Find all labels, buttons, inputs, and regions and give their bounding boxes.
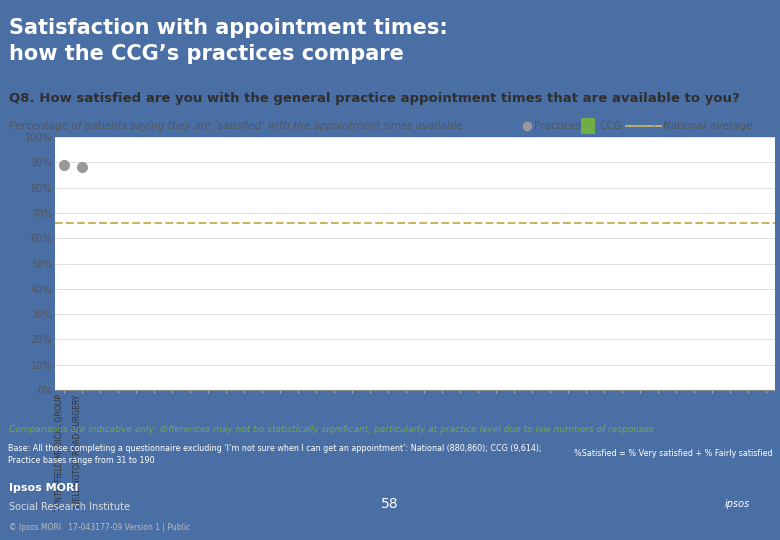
- Text: %Satisfied = % Very satisfied + % Fairly satisfied: %Satisfied = % Very satisfied + % Fairly…: [573, 449, 772, 457]
- Text: National average: National average: [663, 121, 753, 131]
- Text: ipsos: ipsos: [725, 499, 750, 509]
- Text: Social Research Institute: Social Research Institute: [9, 502, 130, 512]
- Text: Percentage of patients saying they are ‘satisfied’ with the appointment times av: Percentage of patients saying they are ‘…: [9, 121, 463, 131]
- Text: Base: All those completing a questionnaire excluding ‘I’m not sure when I can ge: Base: All those completing a questionnai…: [8, 444, 541, 453]
- Text: Q8. How satisfied are you with the general practice appointment times that are a: Q8. How satisfied are you with the gener…: [9, 92, 740, 105]
- Text: © Ipsos MORI   17-043177-09 Version 1 | Public: © Ipsos MORI 17-043177-09 Version 1 | Pu…: [9, 523, 190, 531]
- Text: Practices: Practices: [534, 121, 582, 131]
- Text: 58: 58: [381, 497, 399, 511]
- Bar: [581, 118, 595, 134]
- Text: Comparisons are indicative only: differences may not be statistically significan: Comparisons are indicative only: differe…: [9, 424, 654, 434]
- Text: Ipsos MORI: Ipsos MORI: [9, 483, 79, 493]
- Text: CCG: CCG: [599, 121, 622, 131]
- Text: Practice bases range from 31 to 190: Practice bases range from 31 to 190: [8, 456, 154, 465]
- Text: Satisfaction with appointment times:
how the CCG’s practices compare: Satisfaction with appointment times: how…: [9, 18, 448, 64]
